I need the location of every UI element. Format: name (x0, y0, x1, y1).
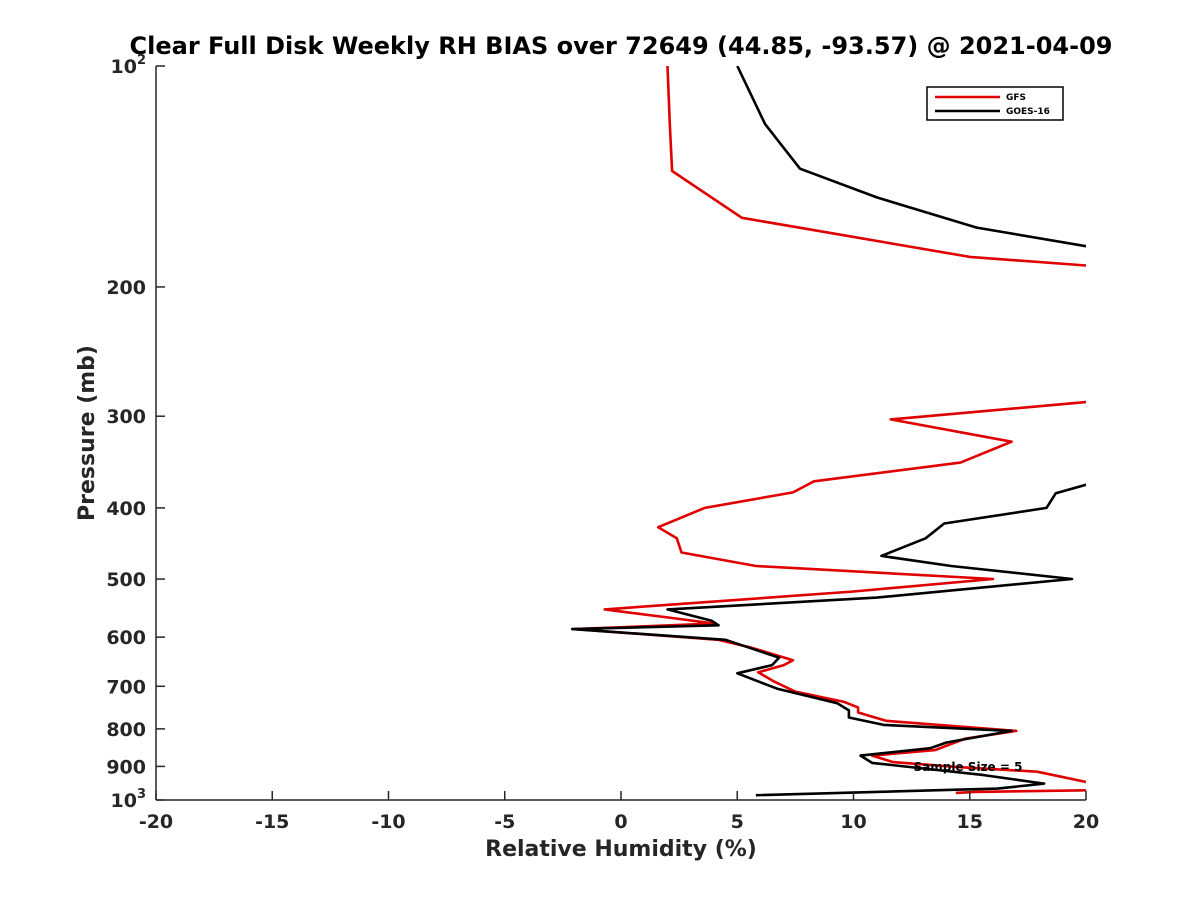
y-tick-label: 400 (106, 498, 146, 520)
y-tick-label: 900 (106, 756, 146, 778)
legend-entry: GOES-16 (1006, 107, 1050, 117)
x-tick-label: -5 (494, 811, 515, 833)
y-tick-label: 600 (106, 627, 146, 649)
x-tick-label: 5 (731, 811, 744, 833)
x-axis-label: Relative Humidity (%) (485, 837, 757, 862)
legend: GFS GOES-16 (926, 86, 1064, 121)
plot-area (570, 66, 1086, 797)
y-tick-label: 500 (106, 569, 146, 591)
y-tick-label: 102 (111, 53, 147, 78)
chart-title: Clear Full Disk Weekly RH BIAS over 7264… (130, 32, 1113, 60)
y-tick-label: 103 (111, 787, 147, 812)
x-tick-label: 15 (957, 811, 983, 833)
y-axis-label: Pressure (mb) (75, 345, 100, 521)
x-tick-label: 20 (1073, 811, 1099, 833)
x-tick-label: 10 (840, 811, 866, 833)
y-tick-label: 200 (106, 277, 146, 299)
y-tick-label: 300 (106, 406, 146, 428)
series-line-goes-16 (570, 66, 1086, 797)
y-tick-label: 800 (106, 719, 146, 741)
x-tick-label: -20 (139, 811, 173, 833)
y-tick-label: 700 (106, 676, 146, 698)
x-tick-label: -10 (371, 811, 405, 833)
axes (155, 65, 1087, 801)
legend-entry: GFS (1006, 93, 1026, 103)
x-tick-label: 0 (614, 811, 627, 833)
legend-box (926, 86, 1064, 121)
tick-labels: -20 -15 -10 -5 0 5 10 15 20 102 200 300 400 500 600 700… (106, 53, 1099, 833)
series-line-gfs (573, 66, 1086, 795)
sample-size-annotation: Sample Size = 5 (914, 760, 1023, 774)
x-tick-label: -15 (255, 811, 289, 833)
